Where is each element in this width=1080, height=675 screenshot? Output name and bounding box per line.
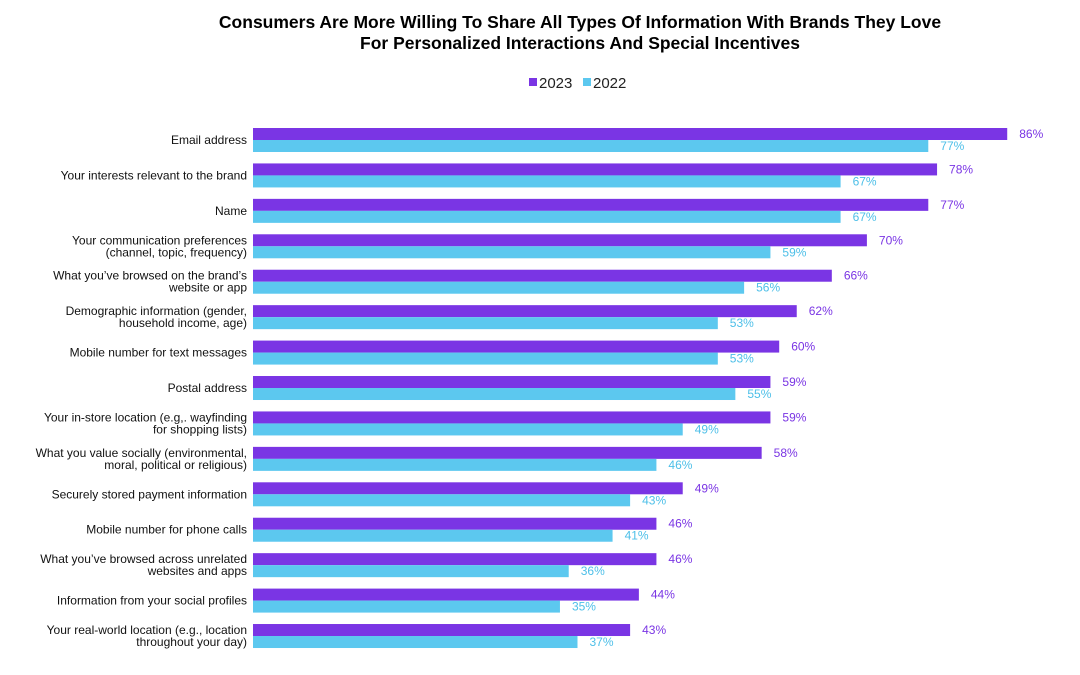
legend-swatch-2023	[529, 78, 537, 86]
category-label: Mobile number for text messages	[70, 346, 247, 360]
bar-2022	[253, 352, 718, 365]
category-label: What you’ve browsed on the brand’s	[53, 269, 247, 283]
bars: Email address 86% 77% Your interests releva…	[36, 127, 1044, 649]
bar-2023	[253, 411, 771, 424]
data-label-2022: 56%	[756, 281, 780, 295]
data-label-2023: 46%	[668, 552, 692, 566]
data-label-2023: 60%	[791, 340, 815, 354]
bar-2023	[253, 553, 657, 566]
data-label-2022: 77%	[940, 139, 964, 153]
legend-label-2023: 2023	[539, 75, 572, 92]
bar-2023	[253, 517, 657, 530]
category-label: throughout your day)	[136, 635, 247, 649]
data-label-2023: 46%	[668, 517, 692, 531]
chart-title-line-2: For Personalized Interactions And Specia…	[360, 33, 800, 53]
bar-2022	[253, 458, 657, 471]
data-label-2022: 53%	[730, 352, 754, 366]
category-label: Your interests relevant to the brand	[61, 168, 247, 182]
bar-2022	[253, 281, 745, 294]
bar-2022	[253, 140, 929, 152]
data-label-2022: 67%	[853, 210, 877, 224]
chart-title-line-1: Consumers Are More Willing To Share All …	[219, 12, 941, 32]
bar-2022	[253, 600, 560, 613]
data-label-2022: 55%	[747, 387, 771, 401]
data-label-2022: 41%	[625, 529, 649, 543]
bar-2022	[253, 388, 736, 401]
category-label: Securely stored payment information	[52, 487, 247, 501]
category-label: What you’ve browsed across unrelated	[40, 552, 247, 566]
category-label: website or app	[168, 281, 247, 295]
bar-2022	[253, 636, 578, 649]
category-label: Information from your social profiles	[57, 594, 247, 608]
data-label-2022: 53%	[730, 316, 754, 330]
bar-2022	[253, 317, 718, 330]
bar-2022	[253, 529, 613, 542]
bar-2022	[253, 210, 841, 223]
category-label: What you value socially (environmental,	[36, 446, 247, 460]
legend: 2023 2022	[529, 75, 626, 92]
bar-2022	[253, 494, 631, 507]
data-label-2022: 43%	[642, 493, 666, 507]
data-label-2023: 59%	[782, 375, 806, 389]
category-label: Name	[215, 204, 247, 218]
category-label: Mobile number for phone calls	[86, 523, 247, 537]
bar-2023	[253, 128, 1008, 140]
bar-2023	[253, 269, 832, 282]
legend-swatch-2022	[583, 78, 591, 86]
data-label-2022: 59%	[782, 245, 806, 259]
data-label-2023: 59%	[782, 410, 806, 424]
data-label-2023: 70%	[879, 233, 903, 247]
bar-2023	[253, 624, 631, 637]
data-label-2023: 77%	[940, 198, 964, 212]
bar-2023	[253, 198, 929, 211]
bar-2023	[253, 482, 683, 495]
data-label-2022: 49%	[695, 422, 719, 436]
category-label: moral, political or religious)	[104, 458, 247, 472]
bar-2023	[253, 163, 938, 176]
data-label-2022: 67%	[853, 174, 877, 188]
data-label-2023: 49%	[695, 481, 719, 495]
data-label-2023: 58%	[774, 446, 798, 460]
category-label: Demographic information (gender,	[66, 304, 247, 318]
category-label: (channel, topic, frequency)	[106, 245, 247, 259]
bar-2022	[253, 423, 683, 436]
data-label-2023: 86%	[1019, 127, 1043, 141]
legend-label-2022: 2022	[593, 75, 626, 92]
category-label: Postal address	[168, 381, 247, 395]
category-label: Your communication preferences	[72, 233, 247, 247]
category-label: Your real-world location (e.g., location	[47, 623, 247, 637]
data-label-2022: 37%	[589, 635, 613, 649]
bar-2023	[253, 446, 762, 459]
category-label: household income, age)	[119, 316, 247, 330]
data-label-2023: 44%	[651, 588, 675, 602]
category-label: websites and apps	[147, 564, 247, 578]
bar-2023	[253, 340, 780, 353]
bar-2023	[253, 376, 771, 389]
data-label-2022: 35%	[572, 600, 596, 614]
bar-2023	[253, 234, 867, 247]
category-label: for shopping lists)	[153, 422, 247, 436]
bar-2022	[253, 175, 841, 188]
data-label-2023: 78%	[949, 162, 973, 176]
bar-2023	[253, 588, 639, 601]
data-label-2022: 36%	[581, 564, 605, 578]
category-label: Your in-store location (e.g,. wayfinding	[44, 410, 247, 424]
data-label-2023: 62%	[809, 304, 833, 318]
data-label-2022: 46%	[668, 458, 692, 472]
data-label-2023: 66%	[844, 269, 868, 283]
bar-2023	[253, 305, 797, 318]
bar-2022	[253, 565, 569, 578]
category-label: Email address	[171, 133, 247, 147]
data-label-2023: 43%	[642, 623, 666, 637]
bar-2022	[253, 246, 771, 259]
